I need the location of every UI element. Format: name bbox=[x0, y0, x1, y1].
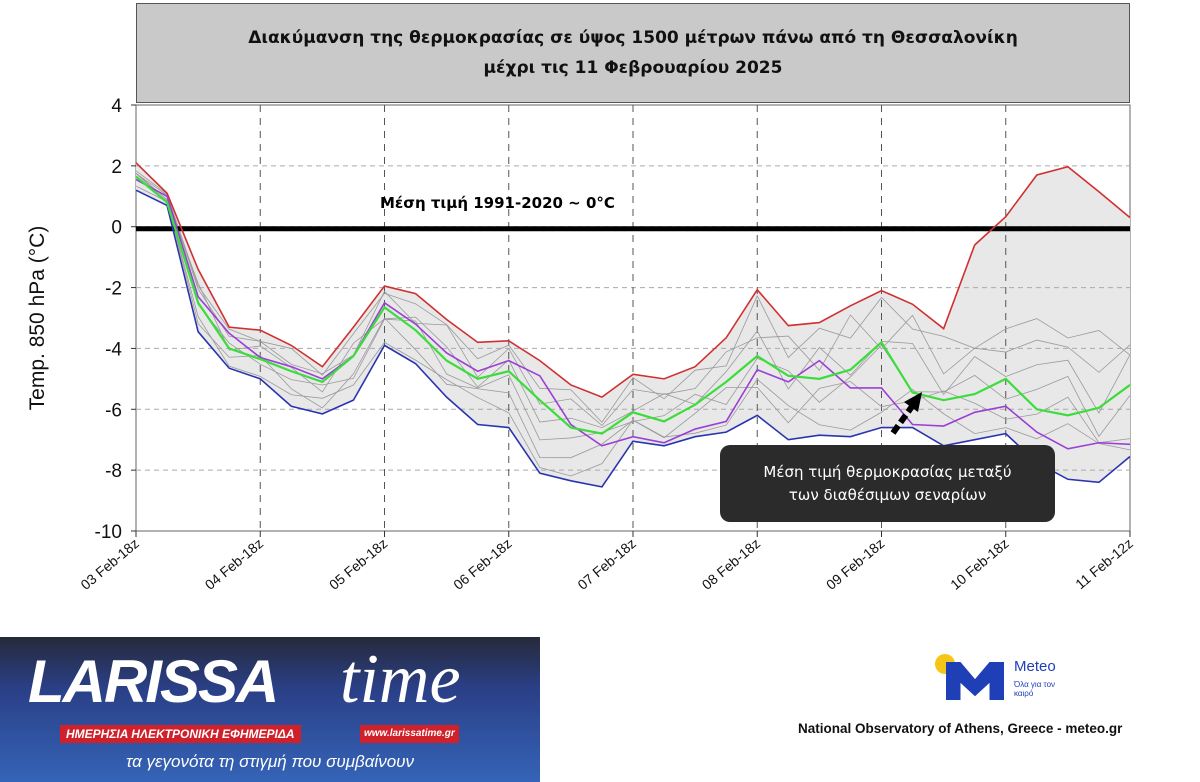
annotation-arrow bbox=[890, 403, 916, 435]
series-line-max bbox=[135, 162, 1131, 399]
reference-line-label: Μέση τιμή 1991-2020 ~ 0°C bbox=[380, 194, 615, 212]
y-tick-label: -8 bbox=[105, 461, 122, 482]
y-axis-label: Temp. 850 hPa (°C) bbox=[26, 226, 49, 411]
x-tick-label: 11 Feb-12z bbox=[1072, 535, 1136, 592]
ensemble-member-line bbox=[135, 173, 1131, 427]
x-tick-label: 04 Feb-18z bbox=[202, 535, 267, 593]
y-tick-label: 0 bbox=[111, 218, 122, 239]
y-tick-label: -10 bbox=[95, 522, 122, 543]
meteo-logo: Meteo Όλα για τον καιρό bbox=[932, 652, 1072, 702]
m-logo-icon bbox=[946, 662, 1004, 700]
x-tick-label: 05 Feb-18z bbox=[326, 535, 391, 593]
y-tick-label: -4 bbox=[105, 339, 122, 360]
y-tick-label: 4 bbox=[111, 96, 122, 117]
credit-text: National Observatory of Athens, Greece -… bbox=[798, 721, 1123, 736]
series-line-mean bbox=[135, 175, 1131, 435]
annotation-line-1: Μέση τιμή θερμοκρασίας μεταξύ bbox=[763, 462, 1012, 481]
logo-slogan: τα γεγονότα τη στιγμή που συμβαίνουν bbox=[125, 752, 415, 771]
ensemble-member-line bbox=[135, 177, 1131, 459]
ensemble-member-line bbox=[135, 170, 1131, 423]
logo-script: time bbox=[340, 641, 461, 718]
larissatime-logo: LARISSA time ΗΜΕΡΗΣΙΑ ΗΛΕΚΤΡΟΝΙΚΗ ΕΦΗΜΕΡ… bbox=[0, 637, 540, 782]
x-tick-label: 09 Feb-18z bbox=[823, 535, 888, 593]
title-line-1: Διακύμανση της θερμοκρασίας σε ύψος 1500… bbox=[248, 28, 1018, 48]
meteo-name: Meteo bbox=[1014, 658, 1056, 675]
series-line-min bbox=[135, 189, 1131, 488]
x-tick-label: 07 Feb-18z bbox=[574, 535, 639, 593]
series-line-scenario bbox=[135, 178, 1131, 450]
x-tick-label: 03 Feb-18z bbox=[77, 535, 142, 593]
y-tick-label: -6 bbox=[105, 400, 122, 421]
ensemble-member-line bbox=[135, 173, 1131, 441]
logo-url: www.larissatime.gr bbox=[360, 725, 459, 743]
annotation-box: Μέση τιμή θερμοκρασίας μεταξύ των διαθέσ… bbox=[720, 445, 1055, 522]
chart-title: Διακύμανση της θερμοκρασίας σε ύψος 1500… bbox=[136, 3, 1130, 103]
annotation-line-2: των διαθέσιμων σεναρίων bbox=[788, 485, 987, 504]
logo-main: LARISSA bbox=[28, 648, 279, 715]
x-tick-label: 10 Feb-18z bbox=[947, 535, 1012, 593]
arrow-head-icon bbox=[904, 392, 922, 412]
y-tick-label: -2 bbox=[105, 279, 122, 300]
y-tick-label: 2 bbox=[111, 157, 122, 178]
logo-subtitle: ΗΜΕΡΗΣΙΑ ΗΛΕΚΤΡΟΝΙΚΗ ΕΦΗΜΕΡΙΔΑ bbox=[60, 725, 301, 743]
x-tick-label: 06 Feb-18z bbox=[450, 535, 515, 593]
meteo-tagline: Όλα για τον καιρό bbox=[1014, 680, 1056, 698]
x-tick-label: 08 Feb-18z bbox=[699, 535, 764, 593]
title-line-2: μέχρι τις 11 Φεβρουαρίου 2025 bbox=[483, 58, 783, 78]
